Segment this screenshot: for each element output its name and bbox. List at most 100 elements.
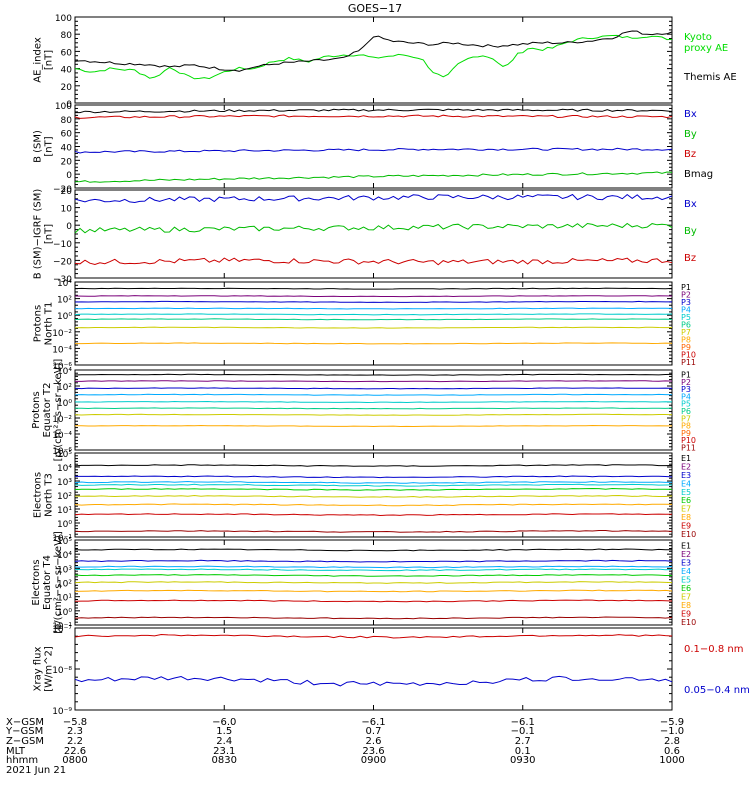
legend-label-elec2: E3 xyxy=(681,558,691,567)
series-line-elec2-E8 xyxy=(74,589,673,593)
legend-label-prot1: P3 xyxy=(681,298,691,307)
legend-label-bsm: Bz xyxy=(684,149,696,160)
chart-title: GOES−17 xyxy=(348,2,402,15)
ytick-label-bsm: 80 xyxy=(61,116,73,126)
ylabel-elec2: [e/(cm²−s−sr−keV)] xyxy=(53,531,64,634)
ytick-label-elec1: 10⁰ xyxy=(57,520,72,530)
legend-label-elec2: E1 xyxy=(681,541,691,550)
series-line-prot2-P6 xyxy=(75,407,673,410)
legend-label-elec2: E5 xyxy=(681,575,691,584)
ephemeris-value-x: −5.8 xyxy=(63,717,87,728)
ephemeris-value-y: 0.7 xyxy=(366,726,382,737)
legend-label-prot2: P3 xyxy=(681,385,691,394)
panel-frame-xray xyxy=(74,627,673,711)
legend-label-elec1: E3 xyxy=(681,471,691,480)
legend-label-prot1: P5 xyxy=(681,313,691,322)
ephemeris-value-hhmm: 0900 xyxy=(361,755,386,766)
ephemeris-row-label: MLT xyxy=(6,746,26,757)
ytick-label-prot1: 10² xyxy=(57,296,72,306)
series-line-prot2-P1 xyxy=(74,373,673,376)
legend-label-elec2: E10 xyxy=(681,618,696,627)
ytick-label-elec1: 10⁻¹ xyxy=(52,534,72,544)
ytick-label-ae: 100 xyxy=(55,14,72,24)
legend-label-ae: Themis AE xyxy=(683,72,737,83)
legend-label-prot2: P2 xyxy=(681,378,691,387)
ytick-label-bigrf: 10 xyxy=(61,205,73,215)
ephemeris-value-mlt: 0.1 xyxy=(515,746,531,757)
ytick-label-elec1: 10³ xyxy=(57,478,72,488)
ytick-label-bigrf: 20 xyxy=(61,187,73,197)
legend-label-xray: 0.05−0.4 nm xyxy=(684,685,750,696)
series-line-prot1-P8 xyxy=(75,342,673,345)
ephemeris-row-label: hhmm xyxy=(6,755,38,766)
legend-label-prot2: P10 xyxy=(681,436,696,445)
legend-label-bsm: Bx xyxy=(684,109,697,120)
series-line-bsm-By xyxy=(74,171,673,183)
ytick-label-prot2: 10⁻⁴ xyxy=(52,431,72,441)
ytick-label-elec1: 10¹ xyxy=(57,506,72,516)
ylabel-bigrf: [nT] xyxy=(44,224,55,244)
series-line-prot1-P1 xyxy=(74,287,673,290)
legend-label-prot2: P11 xyxy=(681,443,696,452)
ephemeris-value-z: 2.4 xyxy=(216,736,232,747)
ytick-label-elec2: 10² xyxy=(57,580,72,590)
legend-label-elec1: E8 xyxy=(681,513,691,522)
legend-label-elec1: E1 xyxy=(681,454,691,463)
ylabel-prot1: Protons xyxy=(33,305,44,342)
series-line-bsm-Bx xyxy=(74,147,673,154)
series-line-bigrf-Bz xyxy=(74,257,673,266)
ytick-label-bsm: 60 xyxy=(61,130,73,140)
legend-label-prot2: P8 xyxy=(681,422,691,431)
ytick-label-elec1: 10⁴ xyxy=(57,464,72,474)
ytick-label-prot1: 10⁰ xyxy=(57,312,72,322)
series-line-prot1-P7 xyxy=(74,326,672,329)
ytick-label-elec2: 10¹ xyxy=(57,594,72,604)
series-line-elec2-E5 xyxy=(74,568,673,572)
legend-label-prot2: P7 xyxy=(681,414,691,423)
series-line-prot2-P3 xyxy=(74,387,673,390)
series-line-prot1-P6 xyxy=(74,318,673,321)
series-line-elec1-E7 xyxy=(74,494,673,498)
ytick-label-elec2: 10⁰ xyxy=(57,608,72,618)
ylabel-bigrf: B (SM)−IGRF (SM) xyxy=(33,189,44,280)
series-line-elec2-E6 xyxy=(74,574,672,577)
legend-label-prot2: P9 xyxy=(681,429,691,438)
ylabel-prot1: North T1 xyxy=(44,302,55,346)
legend-label-elec2: E9 xyxy=(681,609,691,618)
ephemeris-row-label: Z−GSM xyxy=(6,736,44,747)
legend-label-prot1: P1 xyxy=(681,283,691,292)
ephemeris-value-z: 2.6 xyxy=(366,736,382,747)
ylabel-bsm: [nT] xyxy=(44,136,55,156)
ylabel-ae: AE_index xyxy=(33,37,44,83)
series-line-elec2-E3 xyxy=(74,559,673,563)
ephemeris-value-z: 2.7 xyxy=(515,736,531,747)
ephemeris-value-mlt: 23.1 xyxy=(213,746,235,757)
ytick-label-prot2: 10⁴ xyxy=(57,367,72,377)
ytick-label-bigrf: −10 xyxy=(53,240,72,250)
legend-label-prot2: P6 xyxy=(681,407,691,416)
legend-label-bsm: Bmag xyxy=(684,169,713,180)
ephemeris-value-hhmm: 0800 xyxy=(62,755,87,766)
ytick-label-bigrf: −30 xyxy=(53,275,72,285)
legend-label-prot1: P6 xyxy=(681,321,691,330)
ytick-label-prot1: 10⁻² xyxy=(52,329,72,339)
legend-label-prot1: P9 xyxy=(681,343,691,352)
legend-label-elec2: E8 xyxy=(681,601,691,610)
ephemeris-value-hhmm: 0830 xyxy=(212,755,237,766)
ylabel-ae: [nT] xyxy=(44,50,55,70)
legend-label-prot1: P2 xyxy=(681,290,691,299)
ytick-label-bsm: 20 xyxy=(61,157,73,167)
legend-label-bsm: By xyxy=(684,129,697,140)
ylabel-prot2: Equator T2 xyxy=(42,383,53,438)
ylabel-elec2: Equator T4 xyxy=(42,555,53,610)
ephemeris-value-x: −6.1 xyxy=(511,717,535,728)
ylabel-elec2: Electrons xyxy=(31,559,42,605)
legend-label-elec1: E10 xyxy=(681,530,696,539)
ytick-label-ae: 40 xyxy=(61,66,73,76)
legend-label-ae: proxy AE xyxy=(684,43,728,54)
series-line-elec2-E1 xyxy=(74,548,673,552)
ytick-label-bsm: 0 xyxy=(66,171,72,181)
legend-label-prot1: P10 xyxy=(681,351,696,360)
legend-label-prot1: P11 xyxy=(681,358,696,367)
